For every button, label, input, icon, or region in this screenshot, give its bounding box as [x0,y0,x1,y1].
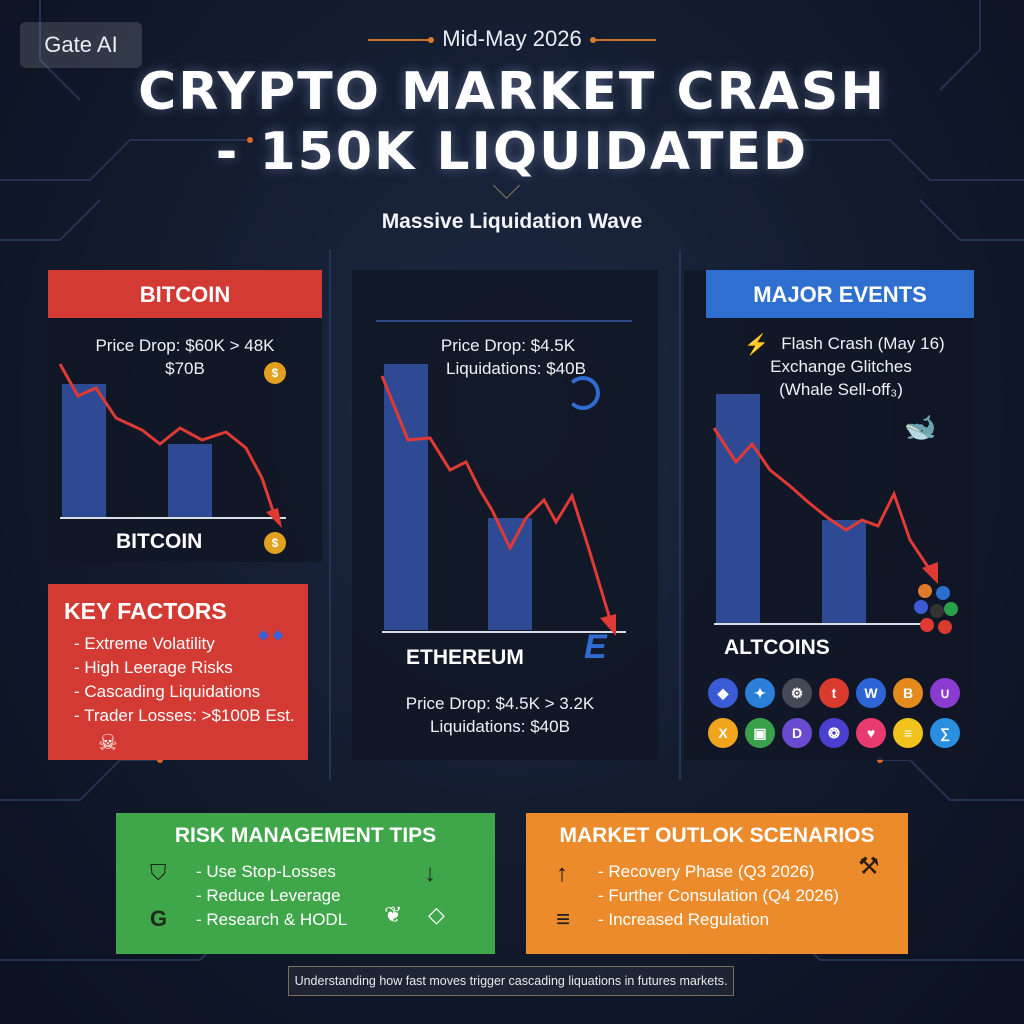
altcoin-icon: ≡ [893,718,923,748]
altcoin-icon: ❂ [819,718,849,748]
ethereum-bar-1 [384,364,428,630]
altcoin-icon: D [782,718,812,748]
altcoin-icon: W [856,678,886,708]
ethereum-logo-icon: E [584,628,607,667]
ethereum-price-drop: Price Drop: $4.5K [380,334,636,357]
altcoins-label: ALTCOINS [724,636,830,660]
event-flash-crash: Flash Crash (May 16) [748,332,978,355]
altcoin-icon-grid: ◆ ✦ ⚙ t W B ∪ X ▣ D ❂ ♥ ≡ ∑ [708,678,968,754]
risk-tip-item: - Use Stop-Losses [196,860,347,884]
chart-refresh-icon: G [150,906,167,932]
gavel-icon: ⚒ [858,852,880,881]
diamond-icon: ◇ [428,902,445,928]
altcoins-arrowhead [922,562,938,584]
bitcoin-bar-2 [168,444,212,518]
key-factors-header: KEY FACTORS [64,598,227,625]
altcoins-bar-1 [716,394,760,624]
altcoin-icon: ▣ [745,718,775,748]
outlook-item: - Recovery Phase (Q3 2026) [598,860,839,884]
key-factors-list: - Extreme Volatility - High Leerage Risk… [74,632,295,728]
title-line-2: - 150K LIQUIDATED [0,122,1024,182]
bitcoin-coin-icon-2: $ [264,532,286,554]
footer-caption: Understanding how fast moves trigger cas… [288,966,734,996]
date-row: Mid-May 2026 [0,26,1024,52]
altcoin-icon: ∑ [930,718,960,748]
title-line-1: CRYPTO MARKET CRASH [0,62,1024,122]
divider-left [368,39,432,41]
bitcoin-label: BITCOIN [116,530,202,554]
bitcoin-bar-1 [62,384,106,518]
altcoins-bar-2 [822,520,866,624]
altcoin-icon: ✦ [745,678,775,708]
ethereum-label: ETHEREUM [406,646,524,670]
bitcoin-header: BITCOIN [48,282,322,308]
ethereum-chart [376,360,636,660]
subtitle: Massive Liquidation Wave [0,210,1024,234]
arrow-down-icon: ↓ [424,860,436,888]
key-factor-item: - Trader Losses: >$100B Est. [74,704,295,728]
ethereum-bar-2 [488,518,532,630]
altcoin-icon: ♥ [856,718,886,748]
altcoin-icon: ◆ [708,678,738,708]
altcoin-icon: X [708,718,738,748]
sparkle-icon: ◆ ◆ [258,626,283,643]
key-factor-item: - High Leerage Risks [74,656,295,680]
risk-tips-list: - Use Stop-Losses - Reduce Leverage - Re… [196,860,347,932]
outlook-list: - Recovery Phase (Q3 2026) - Further Con… [598,860,839,932]
date-label: Mid-May 2026 [442,26,581,51]
key-factor-item: - Cascading Liquidations [74,680,295,704]
risk-tip-item: - Research & HODL [196,908,347,932]
divider-right [592,39,656,41]
bitcoin-price-drop: Price Drop: $60K > 48K [60,334,310,357]
ethereum-top-rule [376,320,632,322]
event-exchange-glitches: Exchange Glitches [726,355,956,378]
risk-management-header: RISK MANAGEMENT TIPS [116,824,495,848]
outlook-item: - Increased Regulation [598,908,839,932]
risk-tip-item: - Reduce Leverage [196,884,347,908]
altcoin-icon: B [893,678,923,708]
altcoin-icon: t [819,678,849,708]
refresh-icon [566,376,600,410]
brain-icon: ❦ [384,902,402,928]
coin-cluster-icon [914,584,958,636]
outlook-item: - Further Consulation (Q4 2026) [598,884,839,908]
arrow-up-icon: ↑ [556,860,568,888]
market-outlook-header: MARKET OUTLOK SCENARIOS [526,824,908,848]
page-title: CRYPTO MARKET CRASH - 150K LIQUIDATED [0,62,1024,182]
altcoin-icon: ⚙ [782,678,812,708]
major-events-header: MAJOR EVENTS [706,282,974,308]
bitcoin-chart [56,360,296,530]
ethereum-bottom-price: Price Drop: $4.5K > 3.2K [372,692,628,715]
ethereum-bottom-liquidations: Liquidations: $40B [372,715,628,738]
bitcoin-coin-icon: $ [264,362,286,384]
menu-lines-icon: ≡ [556,906,570,934]
skull-icon: ☠ [98,730,118,756]
altcoin-icon: ∪ [930,678,960,708]
shield-icon: ⛉ [150,860,167,886]
